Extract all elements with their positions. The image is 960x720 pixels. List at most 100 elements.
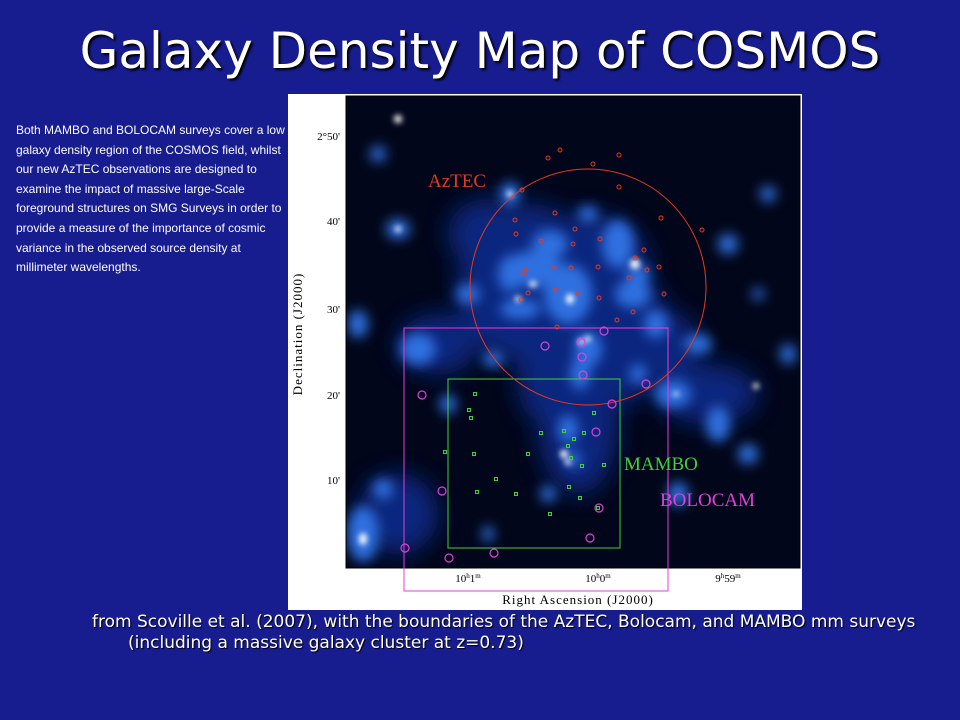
map-frame xyxy=(345,95,801,569)
mambo-source-marker xyxy=(566,444,570,448)
aztec-source-marker xyxy=(520,270,526,276)
aztec-source-marker xyxy=(513,231,519,237)
aztec-boundary xyxy=(469,168,707,406)
mambo-source-marker xyxy=(467,408,471,412)
mambo-source-marker xyxy=(582,431,586,435)
density-core xyxy=(578,339,584,345)
density-cloud xyxy=(760,186,776,202)
density-cloud xyxy=(348,310,368,338)
density-cloud xyxy=(532,230,568,258)
mambo-source-marker xyxy=(562,429,566,433)
bolocam-source-marker xyxy=(489,548,499,558)
y-axis-title: Declination (J2000) xyxy=(290,273,305,396)
density-cloud xyxy=(370,146,386,162)
density-core xyxy=(394,115,402,123)
density-cloud xyxy=(626,264,650,284)
aztec-source-marker xyxy=(626,275,632,281)
density-cloud xyxy=(752,288,764,300)
density-glow xyxy=(658,364,758,424)
aztec-source-marker xyxy=(575,291,581,297)
bolocam-boundary xyxy=(403,327,669,592)
density-map-svg: 2°50' 40' 30' 20' 10' Declination (J2000… xyxy=(288,94,802,610)
bolocam-source-marker xyxy=(585,533,595,543)
bolocam-source-marker xyxy=(594,503,604,513)
mambo-source-marker xyxy=(602,463,606,467)
density-cloud xyxy=(483,351,503,367)
mambo-source-marker xyxy=(596,506,600,510)
bolocam-source-marker xyxy=(444,553,454,563)
aztec-source-marker xyxy=(614,317,620,323)
density-cloud xyxy=(373,479,393,499)
mambo-source-marker xyxy=(473,392,477,396)
bolocam-source-marker xyxy=(577,352,587,362)
mambo-source-marker xyxy=(580,464,584,468)
y-tick-label: 2°50' xyxy=(317,131,340,143)
density-cloud xyxy=(738,444,758,464)
aztec-source-marker xyxy=(568,265,574,271)
aztec-source-marker xyxy=(551,265,557,271)
aztec-region-label: AzTEC xyxy=(428,171,486,192)
density-core xyxy=(395,226,401,232)
mambo-source-marker xyxy=(472,452,476,456)
mambo-source-marker xyxy=(514,492,518,496)
density-cloud xyxy=(400,333,436,365)
mambo-source-marker xyxy=(592,411,596,415)
aztec-source-marker xyxy=(630,309,636,315)
density-cloud xyxy=(718,234,738,254)
bolocam-source-marker xyxy=(540,341,550,351)
density-core xyxy=(359,533,367,545)
mambo-source-marker xyxy=(539,431,543,435)
density-glow xyxy=(618,309,698,379)
density-cloud xyxy=(578,206,598,222)
density-core xyxy=(630,259,640,269)
mambo-source-marker xyxy=(469,416,473,420)
density-core xyxy=(560,450,568,458)
aztec-source-marker xyxy=(656,264,662,270)
mambo-source-marker xyxy=(572,437,576,441)
aztec-source-markers xyxy=(512,147,705,330)
bolocam-region-label: BOLOCAM xyxy=(660,490,755,511)
x-tick-label: 9h59m xyxy=(715,572,741,585)
aztec-source-marker xyxy=(595,264,601,270)
x-tick-label: 10h1m xyxy=(455,572,481,585)
bolocam-source-marker xyxy=(599,326,609,336)
density-core xyxy=(515,296,521,302)
density-cloud xyxy=(570,358,590,390)
bolocam-source-marker xyxy=(400,543,410,553)
density-cloud xyxy=(456,284,480,304)
density-cloud xyxy=(498,256,522,292)
aztec-source-marker xyxy=(553,287,559,293)
y-tick-label: 10' xyxy=(327,475,340,487)
aztec-source-marker xyxy=(557,147,563,153)
density-cloud xyxy=(500,299,540,319)
density-cloud xyxy=(780,344,796,364)
density-glow xyxy=(518,344,578,424)
density-core xyxy=(565,459,571,465)
x-axis-title: Right Ascension (J2000) xyxy=(502,592,654,607)
mambo-source-markers xyxy=(443,392,606,516)
x-tick-label: 10h0m xyxy=(585,572,611,585)
aztec-source-marker xyxy=(644,267,650,273)
bolocam-source-marker xyxy=(576,337,586,347)
density-core xyxy=(529,281,537,287)
aztec-source-marker xyxy=(538,238,544,244)
density-core xyxy=(673,392,679,396)
aztec-source-marker xyxy=(658,215,664,221)
mambo-source-marker xyxy=(475,490,479,494)
aztec-source-marker xyxy=(616,152,622,158)
density-glow xyxy=(448,199,528,269)
y-tick-label: 30' xyxy=(327,304,340,316)
mambo-source-marker xyxy=(443,450,447,454)
aztec-source-marker xyxy=(597,236,603,242)
density-core xyxy=(507,191,513,197)
bolocam-source-marker xyxy=(437,486,447,496)
mambo-source-marker xyxy=(526,452,530,456)
density-cloud xyxy=(482,526,494,542)
mambo-source-marker xyxy=(569,456,573,460)
density-cloud xyxy=(544,264,592,324)
aztec-source-marker xyxy=(552,210,558,216)
aztec-source-marker xyxy=(519,187,525,193)
bolocam-source-markers xyxy=(400,326,651,563)
bolocam-source-marker xyxy=(641,379,651,389)
slide-title: Galaxy Density Map of COSMOS xyxy=(79,22,881,80)
